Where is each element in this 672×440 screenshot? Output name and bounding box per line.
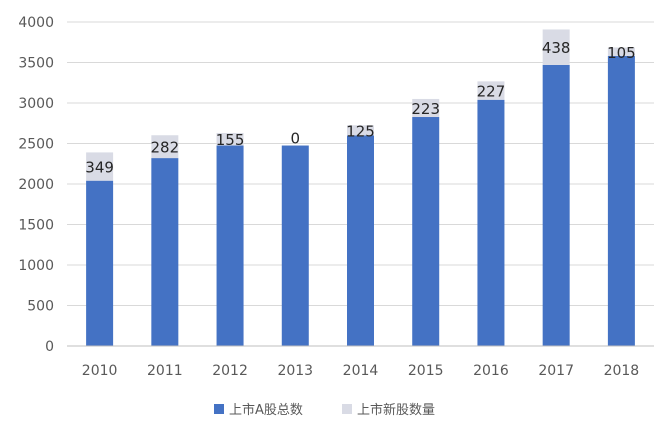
data-label-2016: 227	[477, 83, 506, 101]
x-tick-label-2018: 2018	[604, 363, 640, 379]
y-tick-label: 0	[45, 339, 54, 355]
bar-total-2012	[216, 145, 244, 346]
bar-total-2014	[347, 135, 374, 346]
bar-total-2010	[86, 180, 114, 346]
bar-new-2015	[412, 98, 440, 118]
bar-new-2012	[216, 132, 244, 146]
data-label-2011: 282	[151, 139, 180, 157]
y-tick-label: 3000	[18, 96, 54, 112]
bar-total-2013	[281, 145, 309, 346]
data-label-2015: 223	[411, 100, 440, 118]
bars	[86, 29, 635, 347]
x-tick-label-2014: 2014	[343, 363, 379, 379]
data-label-2012: 155	[216, 131, 245, 149]
x-tick-label-2011: 2011	[147, 363, 183, 379]
data-label-2014: 125	[346, 122, 375, 140]
data-label-2010: 349	[85, 159, 114, 177]
x-tick-label-2013: 2013	[277, 363, 313, 379]
y-tick-label: 4000	[18, 15, 54, 31]
bar-new-2017	[542, 29, 570, 65]
x-tick-label-2012: 2012	[212, 363, 248, 379]
x-tick-label-2010: 2010	[82, 363, 118, 379]
bar-new-2010	[86, 152, 114, 181]
bar-total-2018	[607, 56, 635, 347]
bar-new-2014	[347, 125, 374, 136]
x-axis: 2010 2011 2012 2013 2014 2015 2016 2017 2018	[67, 345, 654, 379]
y-tick-label: 2000	[18, 177, 54, 193]
legend-swatch-1	[342, 404, 352, 414]
legend-swatch-0	[214, 404, 224, 414]
bar-total-2017	[542, 64, 570, 347]
legend: 上市A股总数 上市新股数量	[214, 402, 435, 418]
x-tick-label-2015: 2015	[408, 363, 444, 379]
y-tick-label: 2500	[18, 137, 54, 153]
y-tick-label: 1500	[18, 218, 54, 234]
bar-total-2015	[412, 117, 440, 346]
y-tick-label: 1000	[18, 258, 54, 274]
y-tick-label: 3500	[18, 56, 54, 72]
y-tick-label: 500	[27, 299, 54, 315]
bar-total-2016	[477, 99, 505, 346]
data-labels: 349 282 155 0 125 223 227 438 105	[85, 39, 635, 176]
bar-new-2016	[477, 81, 505, 100]
bar-total-2011	[151, 158, 179, 346]
data-label-2018: 105	[607, 44, 636, 62]
bar-new-2018	[607, 47, 635, 57]
data-label-2017: 438	[542, 39, 571, 57]
legend-label-0: 上市A股总数	[229, 402, 303, 418]
legend-label-1: 上市新股数量	[357, 402, 435, 418]
bar-new-2011	[151, 135, 179, 159]
data-label-2013: 0	[291, 130, 301, 148]
x-tick-label-2017: 2017	[538, 363, 574, 379]
y-axis: 0 500 1000 1500 2000 2500 3000 3500 4000	[18, 15, 54, 355]
x-tick-label-2016: 2016	[473, 363, 509, 379]
